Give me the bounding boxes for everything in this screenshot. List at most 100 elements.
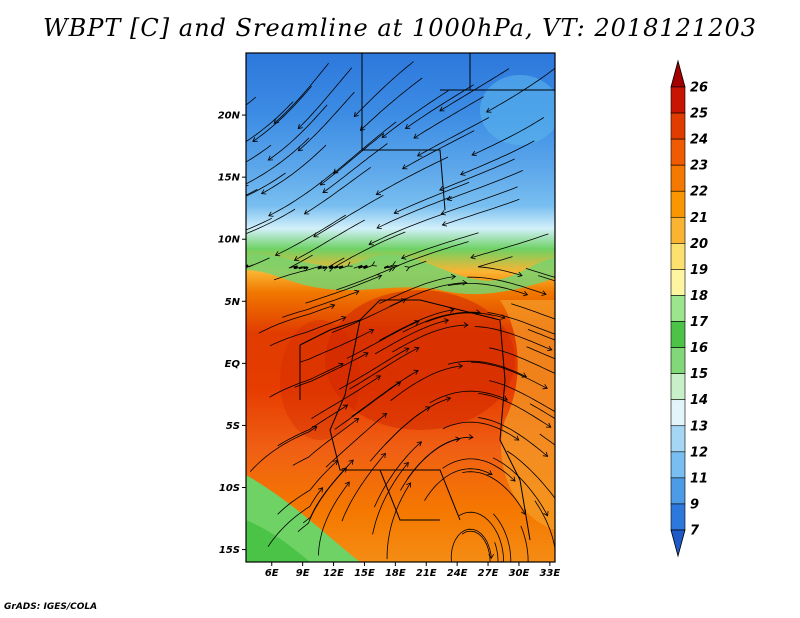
streamline [288, 254, 313, 270]
streamline [402, 130, 475, 170]
streamline-arrow [466, 605, 470, 610]
streamline-arrow [329, 303, 336, 310]
streamline [441, 186, 518, 215]
colorbar-segment [670, 164, 686, 192]
streamline [325, 413, 387, 468]
streamline-arrow [404, 347, 410, 353]
streamline [379, 309, 454, 341]
streamline-arrow [344, 481, 350, 487]
streamline-arrow [517, 271, 523, 278]
streamline-arrow [297, 146, 304, 152]
streamline-arrow [601, 476, 606, 480]
streamline [460, 140, 535, 175]
streamline-arrow [380, 452, 386, 459]
colorbar-segment [670, 112, 686, 140]
streamline [252, 85, 312, 142]
streamline [527, 329, 555, 341]
streamline-arrow [584, 326, 589, 331]
streamline [246, 86, 247, 88]
streamline-arrow [463, 322, 469, 328]
streamline [304, 166, 371, 215]
streamline-arrow [341, 467, 347, 473]
streamline [447, 283, 528, 296]
colorbar-segment [670, 216, 686, 244]
colorbar-label: 18 [690, 289, 708, 304]
streamline [447, 170, 523, 201]
streamline-arrow [342, 404, 349, 410]
streamline-arrow [441, 221, 448, 227]
streamline [269, 316, 346, 347]
lat-tick-label: 10S [219, 483, 240, 494]
colorbar-segment [670, 190, 686, 218]
streamline [322, 143, 388, 194]
streamline [246, 217, 273, 231]
streamline-arrow [293, 256, 300, 261]
streamline [401, 232, 479, 259]
streamline-arrow [445, 396, 452, 402]
streamline-arrow [545, 422, 552, 428]
colorbar-segment [670, 451, 686, 479]
colorbar-label: 22 [690, 185, 708, 200]
streamline-arrow [197, 244, 202, 249]
lon-tick-label: 12E [323, 568, 344, 579]
streamline [526, 346, 555, 360]
streamline-arrow [368, 328, 375, 334]
streamline [246, 144, 272, 163]
streamline-arrow [354, 289, 360, 296]
streamline-arrow [479, 586, 484, 590]
streamline-arrow [341, 316, 347, 322]
streamline-arrow [297, 123, 303, 130]
streamline-arrow [182, 216, 187, 221]
streamline [494, 542, 499, 562]
streamline-arrow [416, 441, 422, 447]
streamline [448, 360, 527, 378]
streamline [311, 375, 381, 419]
streamline-arrow [450, 274, 457, 280]
colorbar-arrow-bottom [670, 529, 686, 558]
streamline-arrow [414, 320, 420, 326]
streamline [492, 457, 548, 516]
colorbar-label: 15 [690, 367, 708, 382]
streamline [413, 96, 484, 139]
streamline-arrow [230, 148, 235, 152]
latitude-axis: 20N 15N 10N 5N EQ 5S 10S 15S [218, 111, 246, 556]
streamline-arrow [560, 374, 565, 379]
streamline [294, 219, 365, 261]
streamline-arrow [303, 266, 309, 272]
colorbar-segment [670, 86, 686, 114]
streamline [313, 194, 384, 238]
streamline-arrow [328, 266, 334, 272]
streamline [353, 264, 373, 270]
streamline [246, 208, 296, 235]
streamline [474, 326, 552, 351]
streamline [261, 144, 327, 195]
chart-title: WBPT [C] and Sreamline at 1000hPa, VT: 2… [42, 14, 758, 42]
streamline [273, 265, 328, 281]
streamline-arrow [470, 253, 476, 260]
streamline-arrow [363, 352, 369, 358]
colorbar-label: 14 [690, 393, 708, 408]
streamline-arrow [317, 487, 324, 493]
streamline [268, 104, 328, 161]
streamline [268, 170, 336, 217]
streamline [424, 468, 493, 501]
streamline-arrow [596, 439, 601, 444]
streamline-arrow [313, 232, 319, 238]
streamline-arrow [439, 106, 445, 112]
streamline [442, 198, 520, 226]
lon-tick-label: 27E [478, 568, 499, 579]
streamline [349, 347, 420, 390]
colorbar: 26 25 24 23 22 21 20 19 18 17 16 15 14 13 12 11 9 7 [670, 59, 709, 558]
streamline-arrow [414, 346, 420, 352]
streamline-arrow [375, 375, 382, 381]
streamline-arrow [252, 137, 258, 142]
streamline [346, 320, 420, 359]
colorbar-label: 13 [690, 419, 708, 434]
colorbar-label: 12 [690, 445, 708, 460]
streamline [297, 67, 353, 129]
lon-tick-label: 21E [416, 568, 437, 579]
streamline-arrow [353, 417, 360, 423]
streamline [246, 101, 294, 143]
streamline [477, 256, 523, 276]
streamline-arrow [368, 240, 374, 246]
